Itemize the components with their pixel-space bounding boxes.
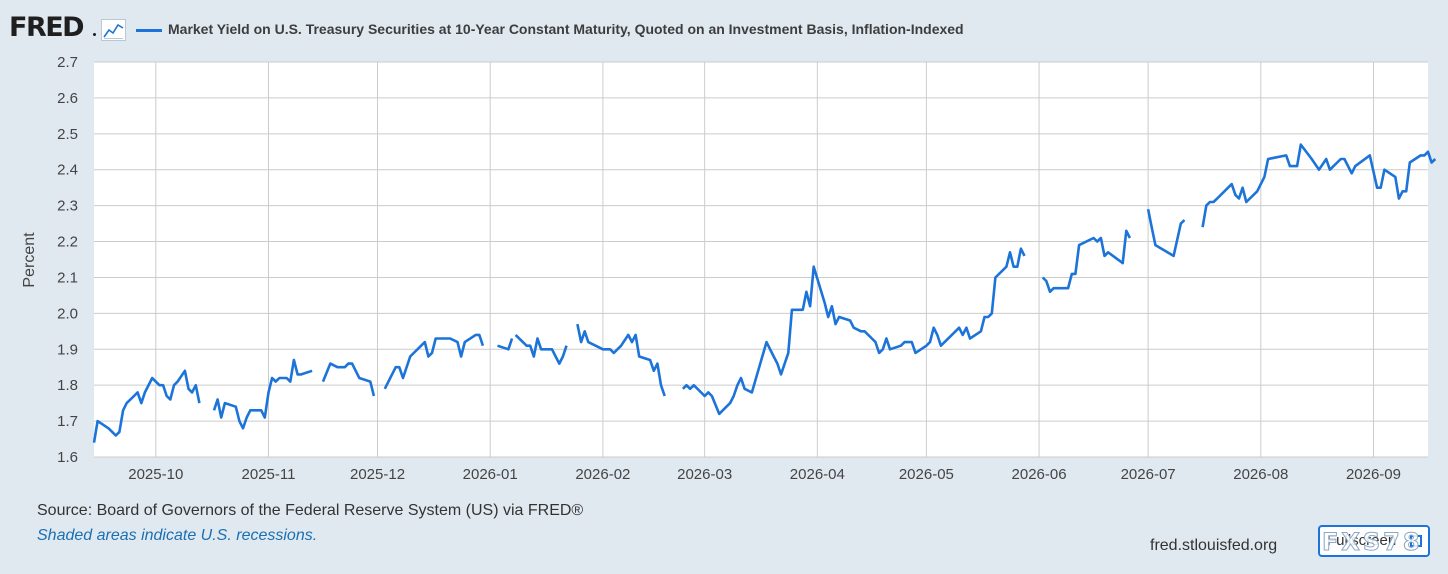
line-chart: 1.6 1.7 1.8 1.9 2.0 2.1 2.2 2.3 2.4 2.5 2.6 2.7 202… (21, 54, 1437, 483)
x-tick-label: 2025-11 (242, 466, 296, 483)
fullscreen-label: Fullscreen (1327, 532, 1397, 549)
series-line-segment[interactable] (576, 323, 666, 397)
y-tick-label: 1.9 (57, 341, 78, 358)
fred-logo[interactable]: FRED (9, 12, 85, 43)
x-tick-label: 2026-03 (677, 466, 732, 483)
series-line-segment[interactable] (321, 362, 376, 397)
y-tick-label: 2.2 (57, 234, 78, 251)
series-title: Market Yield on U.S. Treasury Securities… (168, 21, 964, 37)
y-tick-label: 1.7 (57, 413, 78, 430)
x-tick-label: 2026-06 (1012, 466, 1067, 483)
x-tick-label: 2026-09 (1346, 466, 1401, 483)
fred-url-link[interactable]: fred.stlouisfed.org (1150, 537, 1278, 554)
series-line-group (92, 143, 1437, 443)
x-tick-label: 2025-12 (350, 466, 405, 483)
legend-swatch (136, 29, 162, 32)
y-tick-label: 2.7 (57, 54, 78, 71)
y-tick-label: 2.5 (57, 126, 78, 143)
y-tick-label: 2.0 (57, 305, 78, 322)
chart-header: FRED Market Yield on U.S. Treasury Secur… (0, 0, 1448, 50)
series-line-segment[interactable] (212, 358, 313, 430)
series-line-segment[interactable] (92, 369, 201, 443)
y-tick-label: 1.6 (57, 449, 78, 466)
series-line-segment[interactable] (383, 333, 485, 390)
series-line-segment[interactable] (1146, 208, 1186, 258)
x-tick-label: 2026-01 (463, 466, 518, 483)
plot-area (94, 62, 1428, 457)
fullscreen-button[interactable]: Fullscreen (1318, 525, 1430, 557)
fred-logo-dot (93, 33, 96, 36)
x-tick-label: 2026-07 (1121, 466, 1176, 483)
series-line-segment[interactable] (497, 338, 514, 351)
line-graph-icon[interactable] (101, 19, 126, 41)
gridlines (94, 61, 1428, 458)
y-tick-label: 2.3 (57, 198, 78, 215)
y-axis: 1.6 1.7 1.8 1.9 2.0 2.1 2.2 2.3 2.4 2.5 2.6 2.7 (57, 54, 78, 466)
x-tick-label: 2026-05 (899, 466, 954, 483)
x-tick-label: 2026-08 (1233, 466, 1288, 483)
series-line-segment[interactable] (1041, 229, 1132, 294)
recession-note: Shaded areas indicate U.S. recessions. (37, 527, 318, 544)
x-tick-label: 2025-10 (128, 466, 183, 483)
fullscreen-icon (1410, 535, 1422, 547)
y-tick-label: 2.6 (57, 90, 78, 107)
series-line-segment[interactable] (681, 247, 1026, 416)
x-tick-label: 2026-04 (790, 466, 845, 483)
y-tick-label: 1.8 (57, 377, 78, 394)
y-axis-label: Percent (21, 232, 38, 288)
series-line-segment[interactable] (514, 333, 568, 365)
y-tick-label: 2.4 (57, 162, 78, 179)
x-tick-label: 2026-02 (575, 466, 630, 483)
y-tick-label: 2.1 (57, 269, 78, 286)
source-note: Source: Board of Governors of the Federa… (37, 502, 584, 519)
series-line-segment[interactable] (1201, 143, 1437, 228)
x-axis: 2025-10 2025-11 2025-12 2026-01 2026-02 2026-… (128, 466, 1401, 483)
